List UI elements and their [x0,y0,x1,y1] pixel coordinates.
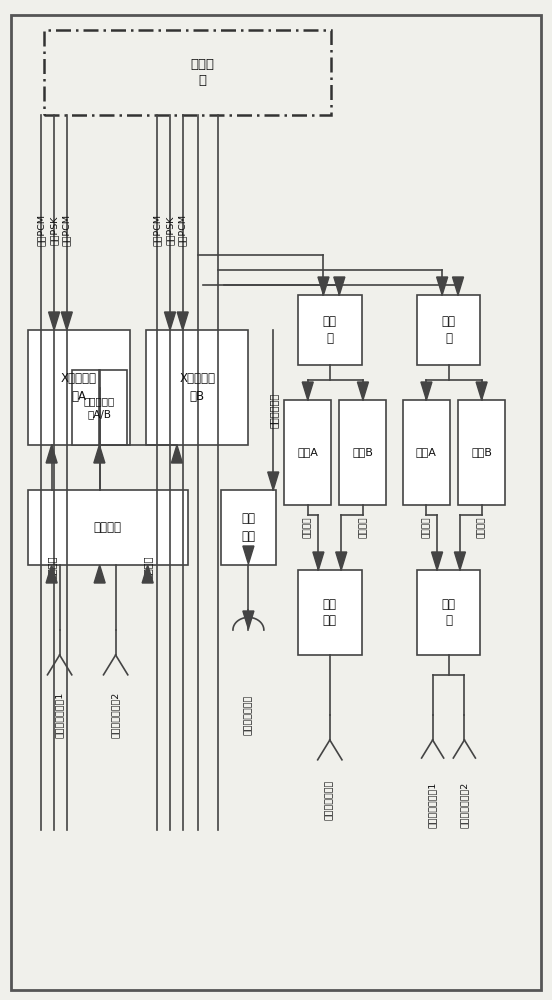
FancyBboxPatch shape [72,370,127,445]
Text: 下行射频: 下行射频 [422,517,431,538]
Text: 多工
器: 多工 器 [442,315,455,345]
Polygon shape [302,382,314,400]
Polygon shape [164,312,176,330]
Text: 数传PCM: 数传PCM [178,214,187,246]
FancyBboxPatch shape [298,570,362,655]
Polygon shape [243,546,254,564]
Text: 接收单元: 接收单元 [94,521,121,534]
Polygon shape [268,472,279,490]
Text: 高增益收发天线: 高增益收发天线 [244,695,253,735]
Text: 固放A: 固放A [416,448,437,458]
Text: 综合电
子: 综合电 子 [190,58,214,87]
Text: 遥控PCM: 遥控PCM [153,214,162,246]
Text: 低增益接收天线2: 低增益接收天线2 [111,692,120,738]
Text: 上行射频: 上行射频 [142,556,153,579]
Text: 行放B: 行放B [353,448,373,458]
Text: 波导
开关: 波导 开关 [323,598,337,628]
Polygon shape [318,277,329,295]
Text: 多工
器: 多工 器 [442,598,455,628]
FancyBboxPatch shape [28,490,188,565]
FancyBboxPatch shape [221,490,276,565]
Text: 固放B: 固放B [471,448,492,458]
FancyBboxPatch shape [28,330,130,445]
FancyBboxPatch shape [403,400,450,505]
FancyBboxPatch shape [44,30,331,115]
Polygon shape [334,277,345,295]
Text: 下行射频: 下行射频 [358,517,368,538]
Text: 遥测PSK: 遥测PSK [166,215,174,245]
FancyBboxPatch shape [417,570,480,655]
Polygon shape [476,382,487,400]
FancyBboxPatch shape [146,330,248,445]
Polygon shape [313,552,324,570]
Text: 低增益发射天线1: 低增益发射天线1 [428,782,437,828]
Text: 行放A: 行放A [298,448,318,458]
Polygon shape [61,312,72,330]
Text: 低增益接收天线1: 低增益接收天线1 [55,692,64,738]
Polygon shape [49,312,60,330]
Polygon shape [94,565,105,583]
Text: 低增益发射天线2: 低增益发射天线2 [460,782,469,828]
Text: 驱动控制信号: 驱动控制信号 [268,392,278,428]
Polygon shape [94,445,105,463]
Polygon shape [454,552,465,570]
Text: 上行射频: 上行射频 [46,556,57,579]
Text: 高稳定频率
源A/B: 高稳定频率 源A/B [84,396,115,419]
Polygon shape [243,611,254,629]
Polygon shape [171,445,182,463]
Polygon shape [358,382,369,400]
Polygon shape [142,565,153,583]
Text: 下行射频: 下行射频 [477,517,486,538]
Polygon shape [46,565,57,583]
Text: 遥测PSK: 遥测PSK [50,215,59,245]
Polygon shape [421,382,432,400]
Text: 下行射频: 下行射频 [303,517,312,538]
FancyBboxPatch shape [284,400,331,505]
Polygon shape [437,277,448,295]
FancyBboxPatch shape [417,295,480,365]
FancyBboxPatch shape [339,400,386,505]
Text: 多工
器: 多工 器 [323,315,337,345]
Polygon shape [46,445,57,463]
Text: 数传PCM: 数传PCM [62,214,71,246]
Polygon shape [453,277,464,295]
Text: 驱动
机构: 驱动 机构 [241,512,256,542]
FancyBboxPatch shape [11,15,541,990]
Polygon shape [336,552,347,570]
Text: 遥控PCM: 遥控PCM [37,214,46,246]
FancyBboxPatch shape [298,295,362,365]
Polygon shape [432,552,443,570]
Polygon shape [177,312,188,330]
Text: X频段应答
机A: X频段应答 机A [61,372,97,402]
FancyBboxPatch shape [458,400,505,505]
Text: 中增益发射天线: 中增益发射天线 [325,780,335,820]
Text: X频段应答
机B: X频段应答 机B [179,372,215,402]
